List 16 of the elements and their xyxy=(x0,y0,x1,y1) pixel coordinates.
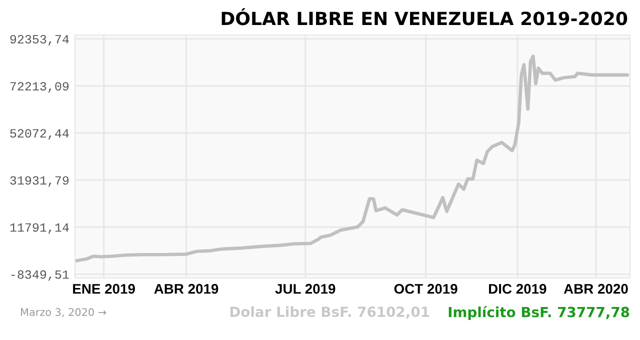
y-tick-label: 52072,44 xyxy=(10,129,69,140)
text: Implícito BsF. 73777,78 xyxy=(448,306,630,320)
x-tick-label: OCT 2019 xyxy=(394,284,458,294)
text: Marzo 3, 2020 → xyxy=(21,308,106,318)
x-tick-label: ABR 2019 xyxy=(154,284,218,294)
y-tick-label: 11791,14 xyxy=(10,223,69,234)
x-tick-label: JUL 2019 xyxy=(275,284,336,294)
x-tick-label: ABR 2020 xyxy=(564,284,628,294)
x-tick-label: ENE 2019 xyxy=(73,284,135,294)
y-tick-label: 92353,74 xyxy=(10,35,69,46)
chart-title: DÓLAR LIBRE EN VENEZUELA 2019-2020 xyxy=(222,8,628,26)
line-series xyxy=(75,54,630,262)
x-tick-label: DIC 2019 xyxy=(489,284,546,294)
y-tick-label: 72213,09 xyxy=(10,82,69,93)
y-tick-label: -8349,51 xyxy=(11,270,69,281)
y-tick-label: 31931,79 xyxy=(10,176,69,187)
